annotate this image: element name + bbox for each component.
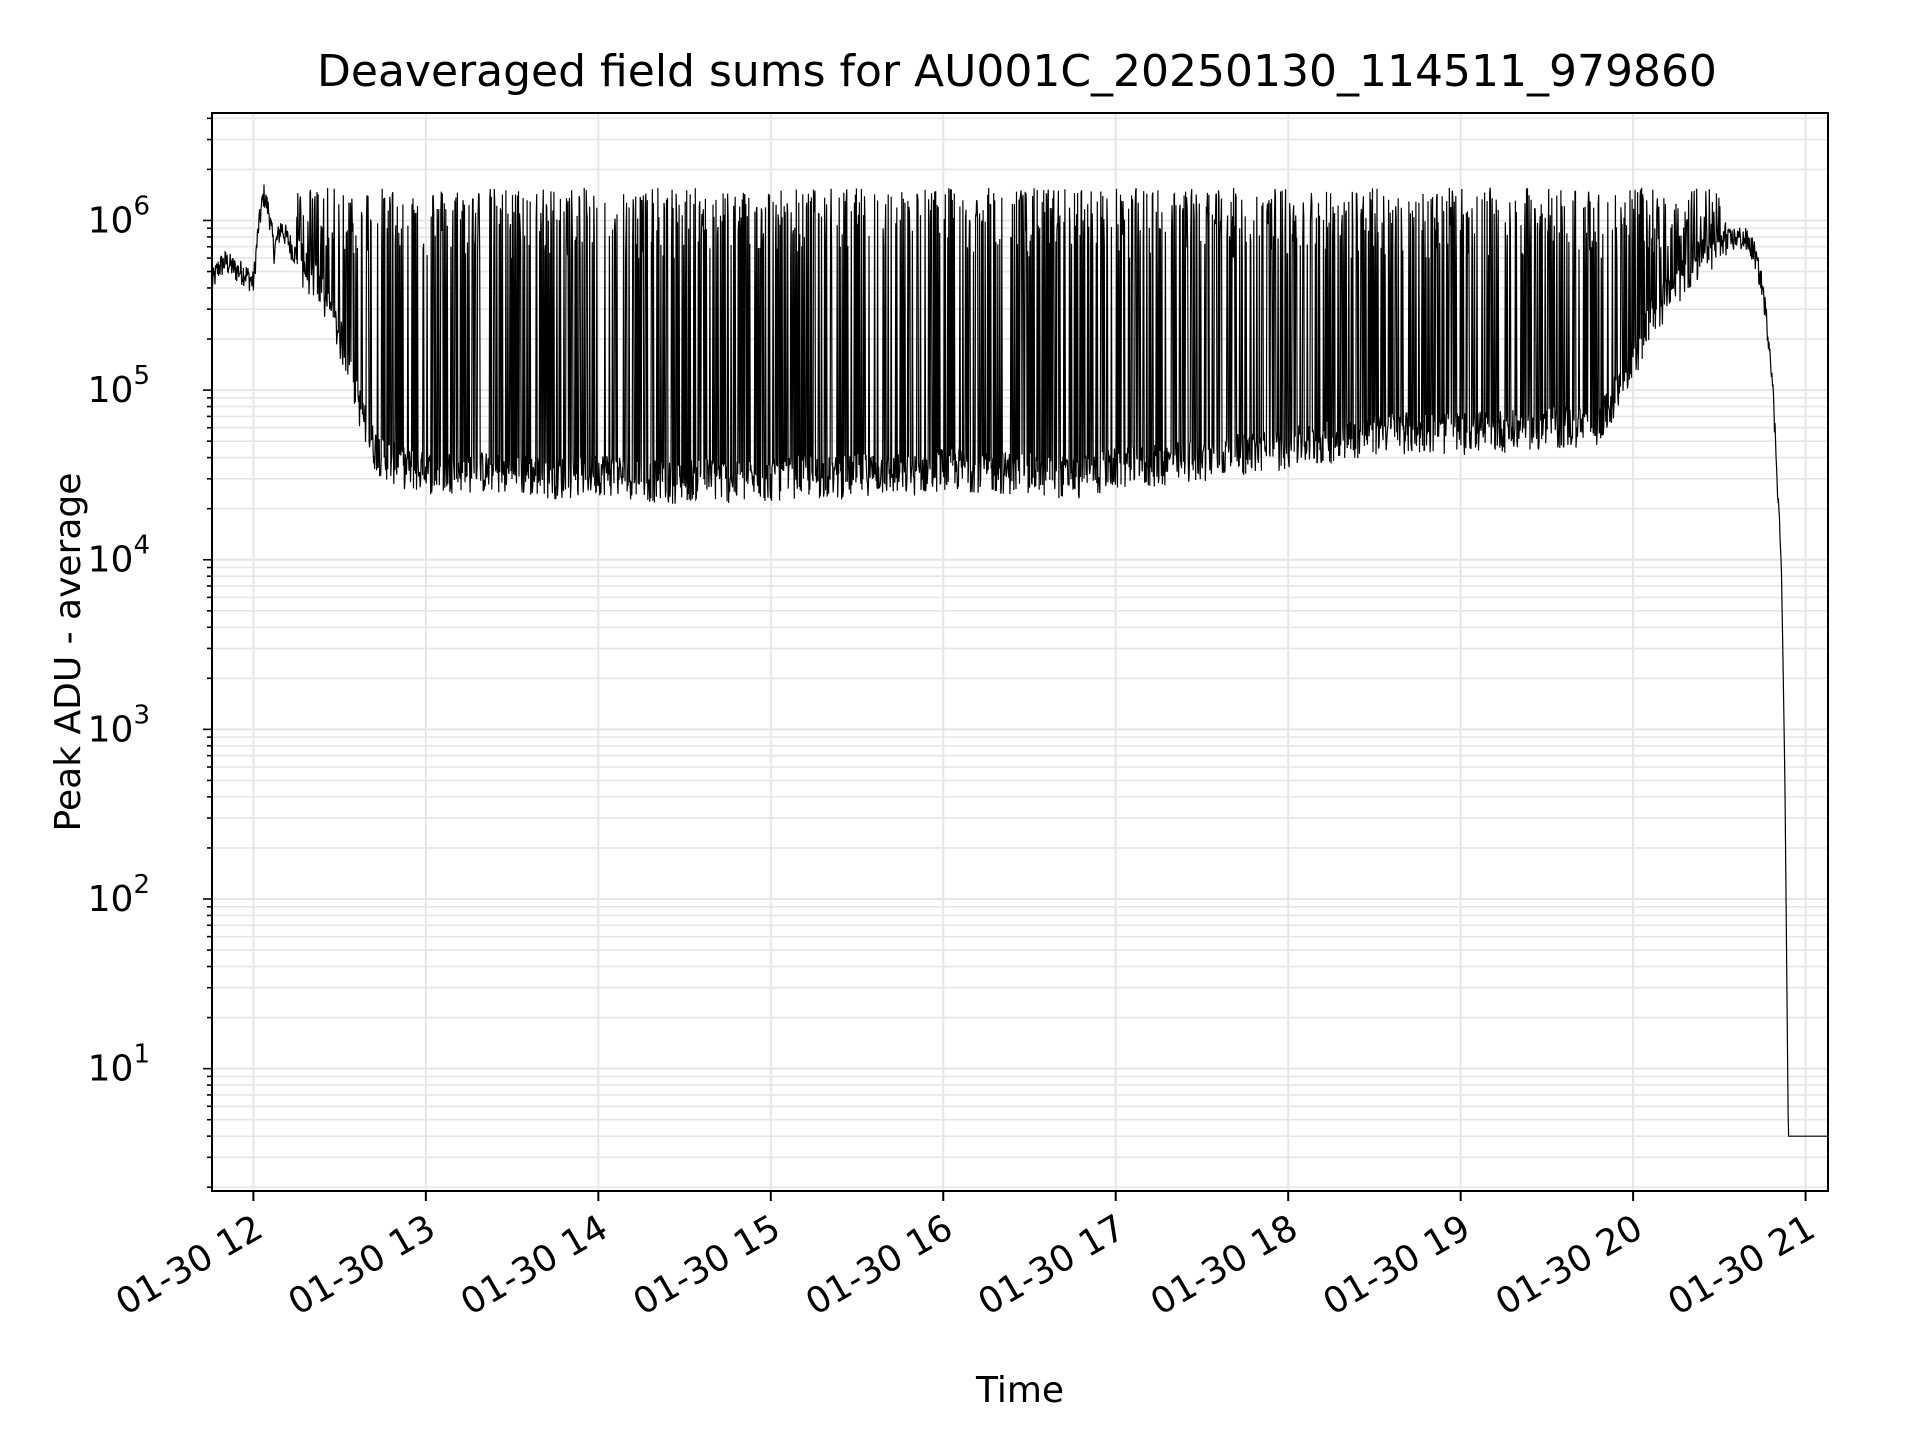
- y-tick-label: 103: [88, 700, 150, 750]
- x-tick-label: 01-30 16: [799, 1207, 960, 1323]
- x-axis-label: Time: [975, 1370, 1064, 1411]
- x-tick-label: 01-30 19: [1316, 1207, 1477, 1323]
- y-axis-label: Peak ADU - average: [48, 473, 89, 832]
- chart-title: Deaveraged field sums for AU001C_2025013…: [317, 46, 1717, 97]
- x-tick-label: 01-30 13: [282, 1207, 443, 1323]
- x-tick-label: 01-30 20: [1489, 1207, 1650, 1323]
- signal-line: [211, 184, 1828, 1137]
- x-tick-label: 01-30 15: [627, 1207, 788, 1323]
- y-tick-label: 102: [88, 870, 150, 920]
- y-tick-label: 105: [88, 361, 150, 411]
- y-tick-label: 106: [88, 191, 150, 241]
- data-series: [211, 184, 1828, 1137]
- x-tick-label: 01-30 14: [454, 1207, 615, 1323]
- y-tick-label: 104: [88, 531, 150, 581]
- x-tick-label: 01-30 12: [109, 1207, 270, 1323]
- plot-frame: [211, 112, 1829, 1192]
- x-tick-label: 01-30 17: [972, 1207, 1133, 1323]
- x-tick-label: 01-30 18: [1144, 1207, 1305, 1323]
- x-tick-label: 01-30 21: [1661, 1207, 1822, 1323]
- y-tick-label: 101: [88, 1040, 150, 1090]
